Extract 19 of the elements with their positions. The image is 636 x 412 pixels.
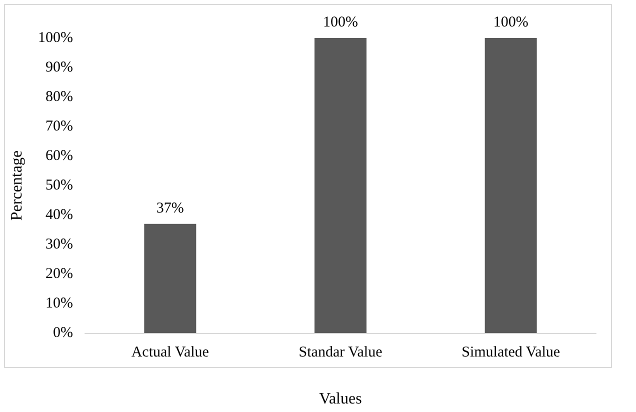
x-tick-label: Actual Value <box>131 344 210 360</box>
y-tick-label: 60% <box>46 148 73 164</box>
x-axis-title: Values <box>319 390 362 408</box>
y-tick-label: 100% <box>38 30 73 46</box>
y-tick-label: 30% <box>46 236 73 252</box>
data-label: 100% <box>493 14 528 30</box>
y-tick-label: 80% <box>46 89 73 105</box>
x-tick-label: Standar Value <box>298 344 383 360</box>
x-tick-label: Simulated Value <box>462 344 560 360</box>
y-tick-label: 40% <box>46 207 73 223</box>
data-label: 37% <box>156 200 184 216</box>
y-tick-label: 70% <box>46 118 73 134</box>
y-tick-label: 0% <box>53 325 73 341</box>
y-tick-label: 50% <box>46 178 73 194</box>
y-axis-title: Percentage <box>8 150 26 221</box>
data-label: 100% <box>323 14 358 30</box>
y-tick-label: 90% <box>46 60 73 76</box>
y-tick-label: 20% <box>46 266 73 282</box>
y-tick-label: 10% <box>46 296 73 312</box>
